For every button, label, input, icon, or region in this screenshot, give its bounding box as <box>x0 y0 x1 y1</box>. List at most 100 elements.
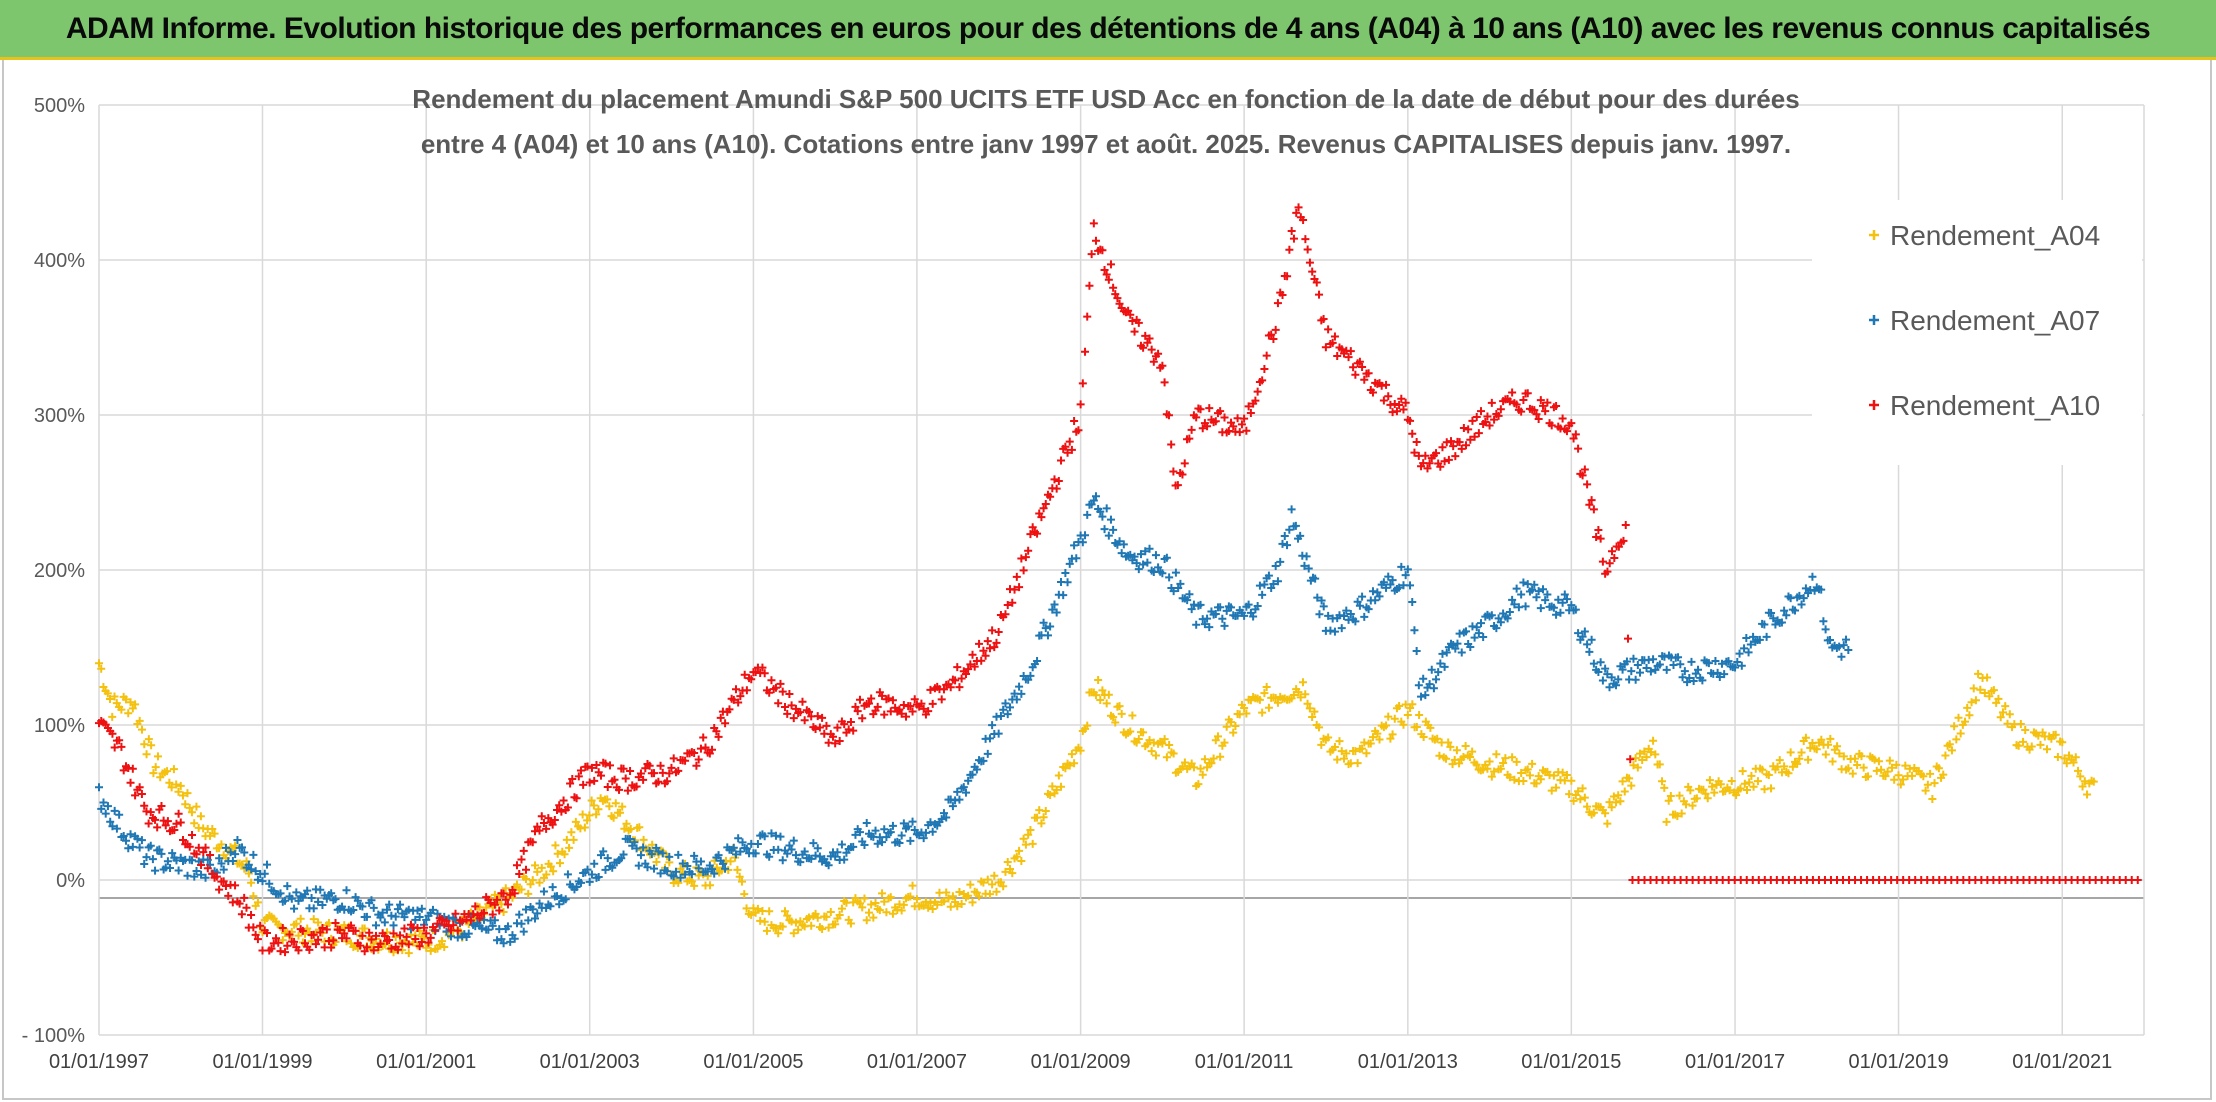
data-point <box>774 699 783 708</box>
data-point <box>678 859 687 868</box>
data-point <box>897 709 906 718</box>
data-point <box>1041 624 1050 633</box>
data-point <box>1258 708 1267 717</box>
data-point <box>1432 675 1441 684</box>
data-point <box>2016 720 2025 729</box>
legend-marker <box>1869 315 1879 325</box>
data-point <box>501 895 510 904</box>
data-point <box>537 812 546 821</box>
data-point <box>1178 762 1187 771</box>
data-point <box>281 948 290 957</box>
data-point <box>884 694 893 703</box>
data-point <box>778 687 787 696</box>
data-point <box>335 926 344 935</box>
data-point <box>690 749 699 758</box>
data-point <box>490 916 499 925</box>
data-point <box>542 870 551 879</box>
data-point <box>1633 763 1642 772</box>
data-point <box>842 898 851 907</box>
data-point <box>626 824 635 833</box>
data-point <box>183 871 192 880</box>
data-point <box>356 941 365 950</box>
data-point <box>1216 603 1225 612</box>
data-point <box>824 861 833 870</box>
data-point <box>840 720 849 729</box>
data-point <box>411 915 420 924</box>
data-point <box>192 802 201 811</box>
data-point <box>1294 688 1303 697</box>
data-point <box>735 872 744 881</box>
data-point <box>1001 610 1010 619</box>
data-point <box>1102 504 1111 513</box>
data-point <box>1046 492 1055 501</box>
data-point <box>1302 552 1311 561</box>
data-point <box>1780 762 1789 771</box>
data-point <box>639 775 648 784</box>
data-point <box>208 869 217 878</box>
data-point <box>583 865 592 874</box>
data-point <box>563 870 572 879</box>
data-point <box>331 918 340 927</box>
data-point <box>1203 763 1212 772</box>
data-point <box>1442 754 1451 763</box>
data-point <box>1240 414 1249 423</box>
data-point <box>342 934 351 943</box>
data-point <box>1408 429 1417 438</box>
data-point <box>1330 332 1339 341</box>
data-point <box>477 924 486 933</box>
x-tick-label: 01/01/2011 <box>1195 1051 1294 1073</box>
data-point <box>1799 594 1808 603</box>
data-point <box>1048 782 1057 791</box>
data-point <box>1837 652 1846 661</box>
data-point <box>855 828 864 837</box>
data-point <box>765 688 774 697</box>
data-point <box>479 908 488 917</box>
data-point <box>1775 756 1784 765</box>
data-point <box>985 890 994 899</box>
data-point <box>488 910 497 919</box>
data-point <box>1833 742 1842 751</box>
data-point <box>690 851 699 860</box>
data-point <box>1510 600 1519 609</box>
data-point <box>244 869 253 878</box>
data-point <box>2069 758 2078 767</box>
data-point <box>650 864 659 873</box>
data-point <box>663 867 672 876</box>
data-point <box>1303 245 1312 254</box>
data-point <box>217 840 226 849</box>
data-point <box>1680 667 1689 676</box>
data-point <box>1578 784 1587 793</box>
data-point <box>490 890 499 899</box>
data-point <box>975 892 984 901</box>
data-point <box>1578 632 1587 641</box>
data-point <box>1019 566 1028 575</box>
data-point <box>101 809 110 818</box>
data-point <box>537 863 546 872</box>
data-point <box>235 899 244 908</box>
data-point <box>488 921 497 930</box>
data-point <box>676 873 685 882</box>
data-point <box>654 847 663 856</box>
data-point <box>1967 698 1976 707</box>
data-series <box>95 203 2142 958</box>
data-point <box>1578 471 1587 480</box>
data-point <box>840 855 849 864</box>
data-point <box>1675 791 1684 800</box>
data-point <box>1298 678 1307 687</box>
data-point <box>1043 631 1052 640</box>
data-point <box>590 776 599 785</box>
data-point <box>783 849 792 858</box>
data-point <box>822 912 831 921</box>
data-point <box>1594 668 1603 677</box>
data-point <box>725 705 734 714</box>
data-point <box>1536 604 1545 613</box>
data-point <box>796 708 805 717</box>
data-point <box>729 843 738 852</box>
data-point <box>447 926 456 935</box>
data-point <box>1698 676 1707 685</box>
data-point <box>740 890 749 899</box>
data-point <box>318 924 327 933</box>
data-point <box>103 689 112 698</box>
data-point <box>1505 608 1514 617</box>
data-point <box>1083 312 1092 321</box>
